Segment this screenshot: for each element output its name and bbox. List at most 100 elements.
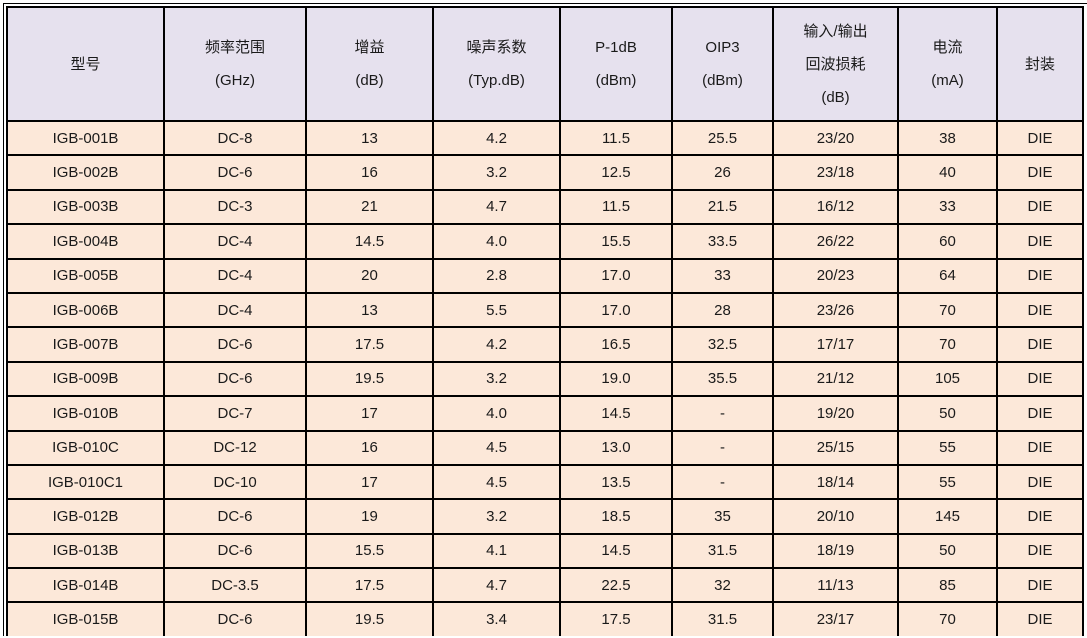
cell-package: DIE [996, 601, 1084, 636]
cell-return-loss: 26/22 [772, 223, 899, 260]
column-header-oip3: OIP3 (dBm) [671, 6, 774, 122]
cell-model: IGB-009B [6, 360, 165, 398]
cell-model: IGB-003B [6, 188, 165, 226]
header-text: (dBm) [595, 72, 637, 89]
column-header-gain: 增益 (dB) [305, 6, 434, 122]
header-text: 输入/输出 [803, 22, 868, 40]
cell-return-loss: 18/19 [772, 532, 899, 570]
table-row: IGB-010B DC-7 17 4.0 14.5-19/20 50 DIE [6, 395, 1084, 432]
amplifier-spec-table: 型号 频率范围 (GHz) 增益 (dB) 噪声系数 (Typ.dB) P-1dB (dBm) O… [6, 6, 1084, 636]
cell-current: 33 [897, 188, 998, 226]
table-row: IGB-012B DC-6 19 3.2 18.5 35 20/10 145 DIE [6, 498, 1084, 535]
cell-noise-figure: 4.7 [432, 567, 561, 604]
cell-freq-range: DC-7 [163, 395, 307, 432]
cell-package: DIE [996, 119, 1084, 157]
header-text: (GHz) [215, 72, 255, 89]
cell-oip3: 31.5 [671, 601, 774, 636]
cell-gain: 17.5 [305, 326, 434, 363]
table-row: IGB-002B DC-6 16 3.2 12.5 26 23/18 40 DIE [6, 154, 1084, 191]
cell-noise-figure: 4.0 [432, 223, 561, 260]
table-row: IGB-003B DC-3 21 4.7 11.5 21.5 16/12 33 DIE [6, 188, 1084, 226]
table-row: IGB-001B DC-8 13 4.2 11.5 25.5 23/20 38 DIE [6, 119, 1084, 157]
table-row: IGB-009B DC-6 19.5 3.2 19.0 35.5 21/12 105 DIE [6, 360, 1084, 398]
table-row: IGB-010C1 DC-10 17 4.5 13.5-18/14 55 DIE [6, 463, 1084, 501]
cell-current: 85 [897, 567, 998, 604]
cell-current: 70 [897, 601, 998, 636]
cell-package: DIE [996, 532, 1084, 570]
header-text: (mA) [931, 72, 964, 89]
cell-freq-range: DC-3 [163, 188, 307, 226]
cell-return-loss: 21/12 [772, 360, 899, 398]
cell-oip3: 33.5 [671, 223, 774, 260]
cell-p1db: 19.0 [559, 360, 673, 398]
cell-model: IGB-001B [6, 119, 165, 157]
cell-noise-figure: 3.2 [432, 360, 561, 398]
column-header-current: 电流 (mA) [897, 6, 998, 122]
header-text: 频率范围 [204, 39, 265, 56]
cell-return-loss: 25/15 [772, 429, 899, 466]
cell-noise-figure: 5.5 [432, 291, 561, 329]
cell-p1db: 11.5 [559, 188, 673, 226]
cell-package: DIE [996, 291, 1084, 329]
cell-oip3: 26 [671, 154, 774, 191]
cell-p1db: 22.5 [559, 567, 673, 604]
cell-current: 40 [897, 154, 998, 191]
cell-freq-range: DC-6 [163, 532, 307, 570]
cell-return-loss: 23/18 [772, 154, 899, 191]
cell-gain: 15.5 [305, 532, 434, 570]
table-row: IGB-010C DC-12 16 4.5 13.0-25/15 55 DIE [6, 429, 1084, 466]
cell-model: IGB-010B [6, 395, 165, 432]
cell-model: IGB-015B [6, 601, 165, 636]
header-text: (dB) [821, 88, 850, 106]
cell-gain: 13 [305, 291, 434, 329]
cell-noise-figure: 4.1 [432, 532, 561, 570]
cell-freq-range: DC-10 [163, 463, 307, 501]
column-header-model: 型号 [6, 6, 165, 122]
cell-model: IGB-007B [6, 326, 165, 363]
cell-freq-range: DC-4 [163, 291, 307, 329]
cell-model: IGB-012B [6, 498, 165, 535]
cell-oip3: 28 [671, 291, 774, 329]
cell-noise-figure: 4.7 [432, 188, 561, 226]
cell-package: DIE [996, 326, 1084, 363]
cell-p1db: 17.5 [559, 601, 673, 636]
cell-current: 50 [897, 395, 998, 432]
cell-package: DIE [996, 154, 1084, 191]
cell-model: IGB-014B [6, 567, 165, 604]
cell-return-loss: 16/12 [772, 188, 899, 226]
header-text: 噪声系数 [466, 39, 527, 56]
cell-model: IGB-013B [6, 532, 165, 570]
table-row: IGB-005B DC-4 20 2.8 17.0 33 20/23 64 DIE [6, 257, 1084, 294]
cell-p1db: 14.5 [559, 395, 673, 432]
cell-p1db: 13.0 [559, 429, 673, 466]
table-row: IGB-014B DC-3.5 17.5 4.7 22.5 32 11/13 85 DIE [6, 567, 1084, 604]
cell-current: 50 [897, 532, 998, 570]
cell-gain: 17 [305, 463, 434, 501]
cell-current: 70 [897, 326, 998, 363]
header-text: 回波损耗 [805, 55, 866, 73]
cell-p1db: 12.5 [559, 154, 673, 191]
cell-return-loss: 20/23 [772, 257, 899, 294]
header-text: P-1dB [595, 39, 637, 56]
cell-current: 64 [897, 257, 998, 294]
cell-current: 38 [897, 119, 998, 157]
header-text: OIP3 [705, 39, 740, 56]
cell-gain: 16 [305, 429, 434, 466]
cell-package: DIE [996, 463, 1084, 501]
cell-noise-figure: 2.8 [432, 257, 561, 294]
cell-gain: 19.5 [305, 360, 434, 398]
cell-p1db: 18.5 [559, 498, 673, 535]
spec-table-frame: 型号 频率范围 (GHz) 增益 (dB) 噪声系数 (Typ.dB) P-1dB (dBm) O… [3, 3, 1087, 636]
cell-gain: 17.5 [305, 567, 434, 604]
header-text: 增益 [354, 39, 385, 56]
cell-p1db: 15.5 [559, 223, 673, 260]
cell-oip3: 32 [671, 567, 774, 604]
cell-freq-range: DC-6 [163, 154, 307, 191]
cell-noise-figure: 4.2 [432, 326, 561, 363]
cell-oip3: 25.5 [671, 119, 774, 157]
cell-oip3: - [671, 429, 774, 466]
cell-oip3: 21.5 [671, 188, 774, 226]
cell-oip3: - [671, 395, 774, 432]
cell-return-loss: 20/10 [772, 498, 899, 535]
cell-return-loss: 19/20 [772, 395, 899, 432]
